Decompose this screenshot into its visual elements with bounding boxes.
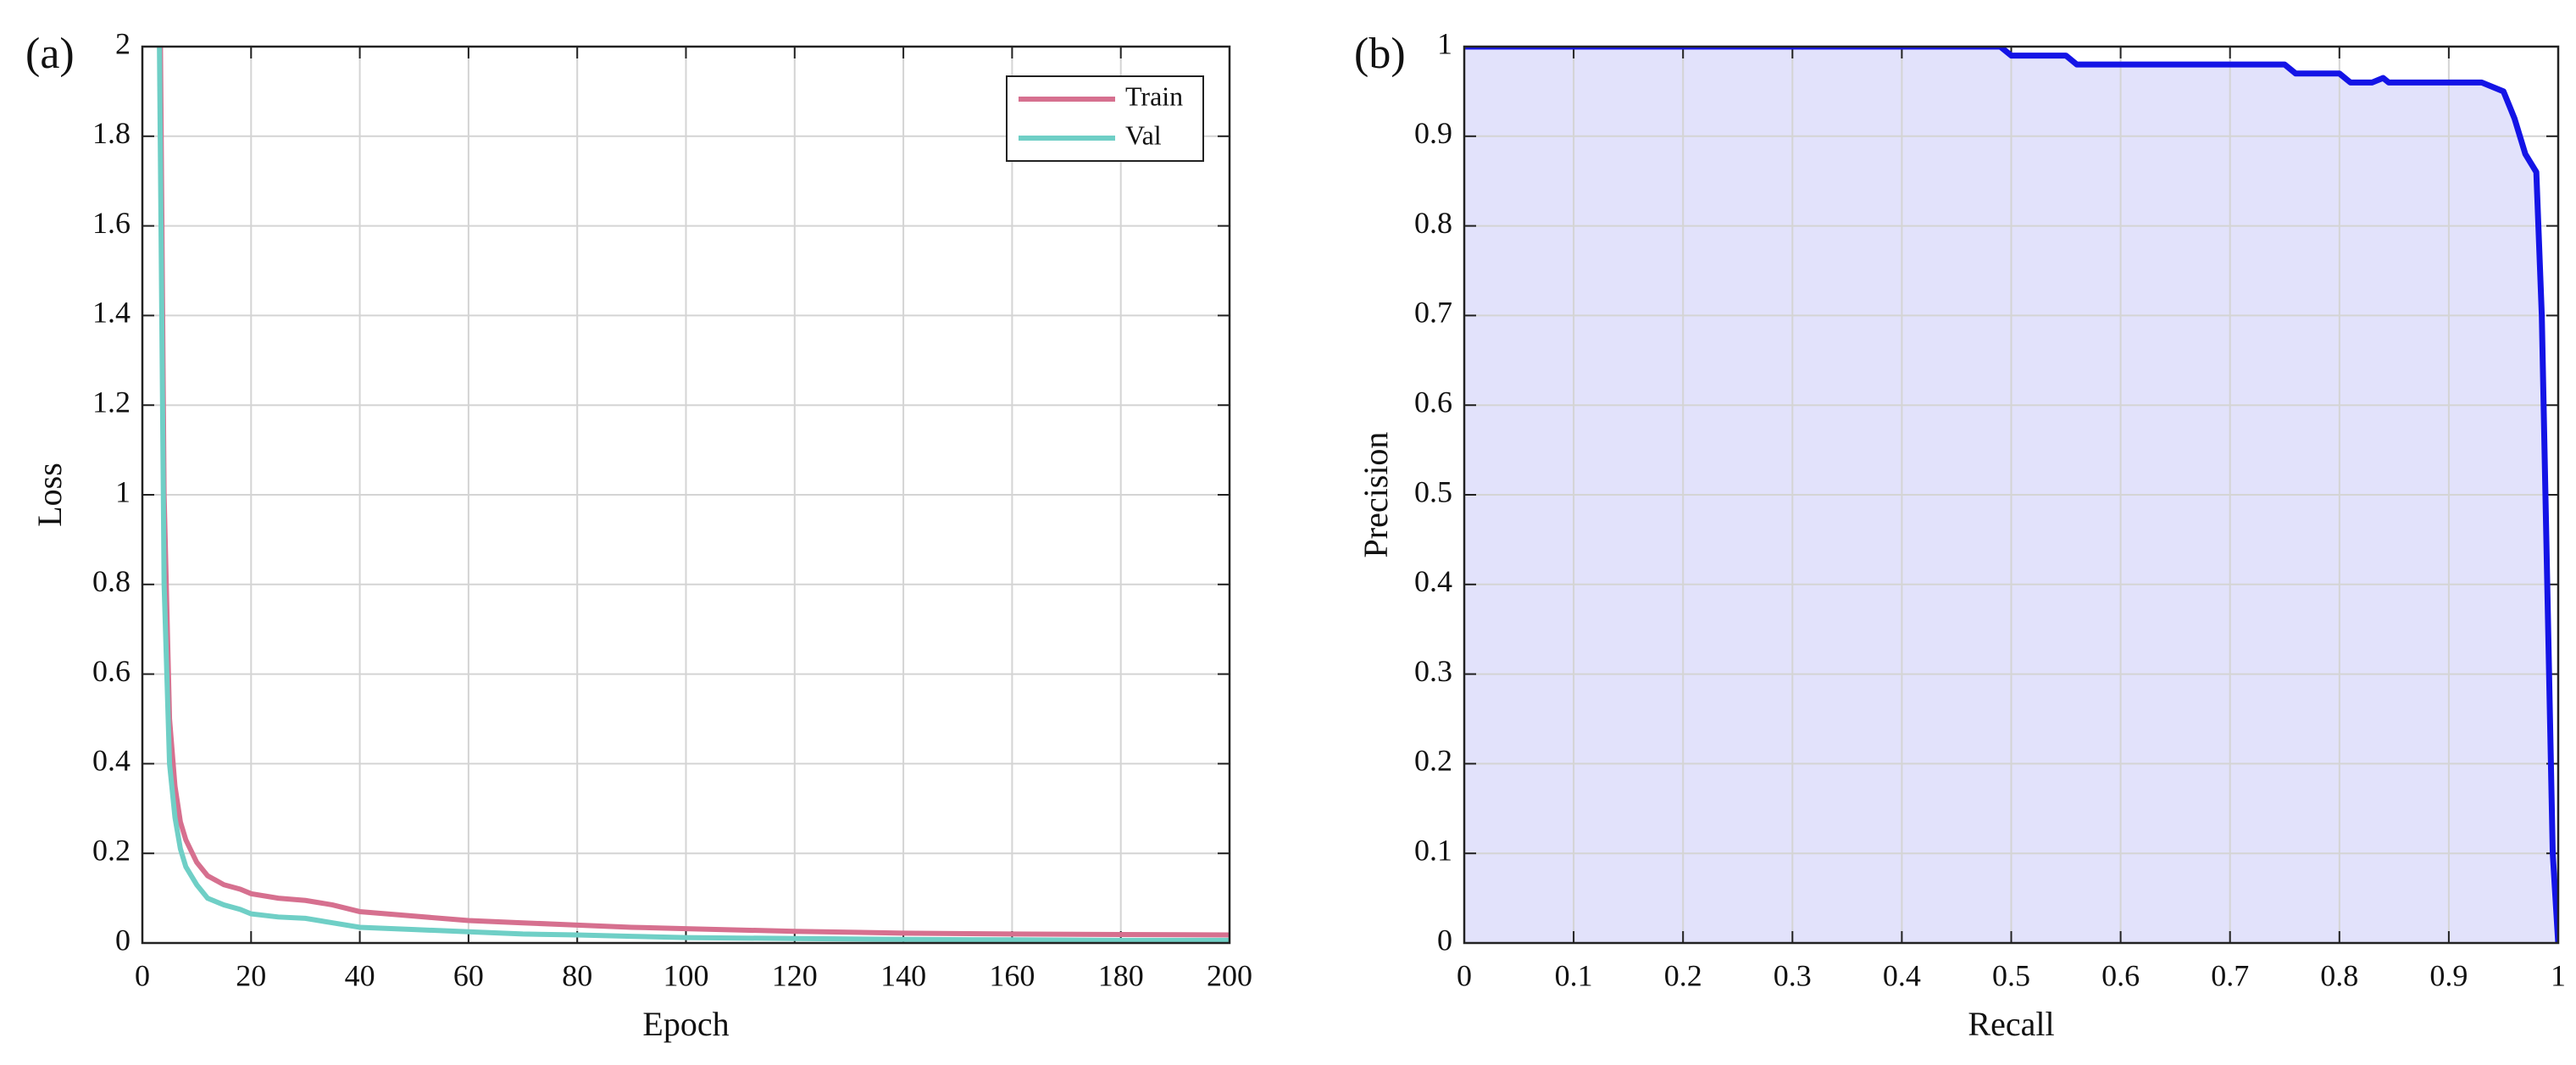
x-tick-label: 1 (2551, 958, 2566, 992)
y-tick-label: 0.4 (92, 744, 130, 778)
x-tick-label: 180 (1098, 958, 1144, 992)
chart-panel: 0 20 40 60 80 100 120 140 160 180 200 0 0.2 0.4 0.6 0.8… (25, 26, 1252, 1043)
y-tick-label: 1.4 (92, 296, 130, 330)
y-tick-label: 0.3 (1414, 654, 1452, 688)
y-tick-label: 2 (115, 26, 130, 60)
x-tick-label: 120 (772, 958, 818, 992)
x-tick-label: 0.8 (2320, 958, 2358, 992)
y-axis-label: Precision (1357, 432, 1395, 558)
x-tick-label: 0.9 (2429, 958, 2468, 992)
y-tick-label: 0.8 (92, 564, 130, 598)
x-tick-label: 0.1 (1555, 958, 1593, 992)
y-tick-label: 0.2 (92, 833, 130, 867)
panel-label: (a) (25, 30, 75, 78)
x-tick-label: 0.6 (2101, 958, 2140, 992)
x-axis-label: Epoch (642, 1005, 729, 1043)
x-tick-label: 140 (880, 958, 926, 992)
legend-label: Train (1125, 80, 1183, 111)
x-tick-label: 0.3 (1774, 958, 1812, 992)
y-tick-label: 0.2 (1414, 744, 1452, 778)
x-axis-label: Recall (1968, 1005, 2054, 1043)
y-tick-label: 0.5 (1414, 474, 1452, 508)
x-tick-label: 0.4 (1883, 958, 1921, 992)
x-tick-label: 80 (562, 958, 592, 992)
y-tick-label: 1.8 (92, 116, 130, 150)
y-tick-label: 0.9 (1414, 116, 1452, 150)
y-tick-label: 1 (115, 474, 130, 508)
y-tick-label: 0.6 (92, 654, 130, 688)
y-tick-label: 0.7 (1414, 296, 1452, 330)
y-tick-label: 0 (115, 923, 130, 957)
axes-box (141, 45, 1231, 945)
y-tick-label: 1.2 (92, 385, 130, 419)
x-tick-label: 20 (236, 958, 266, 992)
x-tick-label: 0.5 (1992, 958, 2030, 992)
x-tick-label: 200 (1207, 958, 1252, 992)
x-tick-label: 60 (453, 958, 484, 992)
x-tick-label: 0.2 (1664, 958, 1702, 992)
y-tick-label: 0.1 (1414, 833, 1452, 867)
x-tick-label: 40 (345, 958, 375, 992)
panel-label: (b) (1354, 30, 1406, 78)
axes-box (1463, 45, 2560, 945)
x-tick-label: 160 (989, 958, 1035, 992)
y-tick-label: 1.6 (92, 206, 130, 240)
y-axis-label: Loss (31, 463, 69, 527)
chart-panel: 0 0.1 0.2 0.3 0.4 0.5 0.6 0.7 0.8 0.9 1 0 0.1 0.2 0.3 0… (1354, 26, 2566, 1043)
y-tick-label: 0.6 (1414, 385, 1452, 419)
x-tick-label: 0 (1457, 958, 1472, 992)
y-tick-label: 0 (1437, 923, 1452, 957)
pr-curve (1464, 47, 2558, 943)
line-series (158, 47, 1230, 938)
y-tick-label: 1 (1437, 26, 1452, 60)
y-tick-label: 0.4 (1414, 564, 1452, 598)
y-tick-label: 0.8 (1414, 206, 1452, 240)
legend-label: Val (1125, 119, 1162, 150)
x-tick-label: 0.7 (2211, 958, 2249, 992)
legend-box (1006, 75, 1204, 162)
line-series (157, 47, 1230, 943)
x-tick-label: 0 (135, 958, 150, 992)
x-tick-label: 100 (663, 958, 709, 992)
